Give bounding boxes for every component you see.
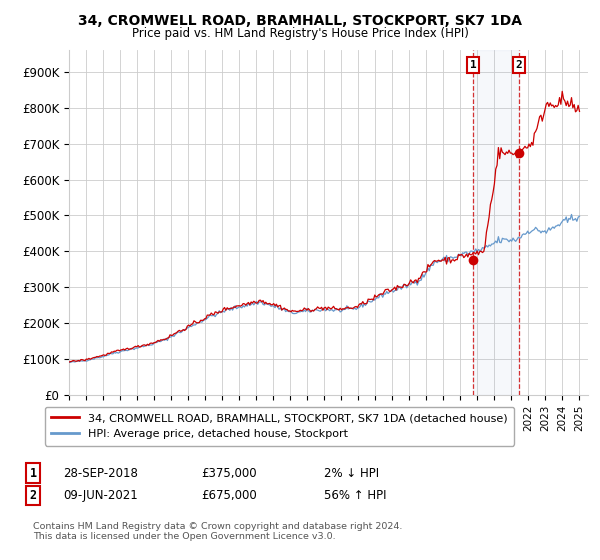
Text: 28-SEP-2018: 28-SEP-2018 — [63, 466, 138, 480]
Text: 34, CROMWELL ROAD, BRAMHALL, STOCKPORT, SK7 1DA: 34, CROMWELL ROAD, BRAMHALL, STOCKPORT, … — [78, 14, 522, 28]
Text: 56% ↑ HPI: 56% ↑ HPI — [324, 489, 386, 502]
Text: 2% ↓ HPI: 2% ↓ HPI — [324, 466, 379, 480]
Text: 1: 1 — [470, 60, 476, 70]
Text: £675,000: £675,000 — [201, 489, 257, 502]
Text: 2: 2 — [515, 60, 522, 70]
Legend: 34, CROMWELL ROAD, BRAMHALL, STOCKPORT, SK7 1DA (detached house), HPI: Average p: 34, CROMWELL ROAD, BRAMHALL, STOCKPORT, … — [44, 407, 514, 446]
Text: £375,000: £375,000 — [201, 466, 257, 480]
Text: Contains HM Land Registry data © Crown copyright and database right 2024.
This d: Contains HM Land Registry data © Crown c… — [33, 522, 403, 542]
Text: 2: 2 — [29, 489, 37, 502]
Text: 1: 1 — [29, 466, 37, 480]
Text: Price paid vs. HM Land Registry's House Price Index (HPI): Price paid vs. HM Land Registry's House … — [131, 27, 469, 40]
Bar — [473, 50, 519, 395]
Text: 09-JUN-2021: 09-JUN-2021 — [63, 489, 138, 502]
